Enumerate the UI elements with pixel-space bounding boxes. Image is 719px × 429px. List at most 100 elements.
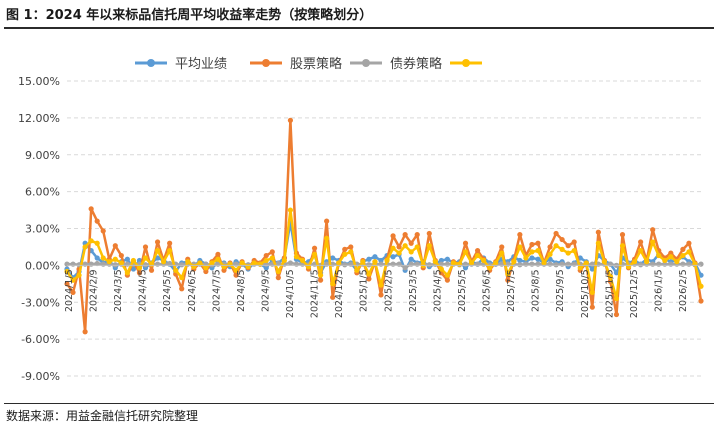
data-point-series-2 <box>330 294 336 300</box>
data-point-series-4 <box>619 243 626 249</box>
data-point-series-4 <box>324 235 330 241</box>
data-point-series-4 <box>124 270 130 276</box>
data-point-series-3 <box>668 261 674 267</box>
data-point-series-4 <box>239 260 245 266</box>
data-point-series-2 <box>378 292 384 298</box>
x-tick-label: 2024/7/5 <box>211 269 222 312</box>
data-point-series-2 <box>595 229 601 235</box>
data-point-series-2 <box>233 272 239 278</box>
data-point-series-1 <box>438 257 444 264</box>
x-tick-label: 2025/5/5 <box>457 269 468 312</box>
data-point-series-2 <box>82 329 88 335</box>
x-tick-label: 2026/2/5 <box>678 269 689 312</box>
y-tick-label: 0.00% <box>25 259 60 272</box>
data-point-series-2 <box>70 289 76 296</box>
data-point-series-4 <box>221 264 227 270</box>
data-point-series-4 <box>565 250 571 256</box>
data-point-series-3 <box>559 261 565 267</box>
data-point-series-4 <box>438 266 444 272</box>
data-point-series-2 <box>215 251 221 257</box>
data-point-series-1 <box>136 257 143 264</box>
data-point-series-3 <box>402 265 408 271</box>
data-point-series-4 <box>547 251 553 257</box>
data-point-series-3 <box>94 260 100 267</box>
data-point-series-2 <box>638 239 644 245</box>
data-point-series-1 <box>263 265 269 271</box>
data-point-series-2 <box>100 228 106 234</box>
data-point-series-4 <box>493 260 499 266</box>
data-point-series-2 <box>474 248 481 254</box>
data-point-series-3 <box>607 261 614 267</box>
x-tick-label: 2025/12/5 <box>629 269 640 318</box>
data-point-series-3 <box>547 261 553 267</box>
data-point-series-3 <box>112 262 118 268</box>
data-point-series-2 <box>444 277 450 283</box>
data-point-series-2 <box>668 250 674 256</box>
x-tick-label: 2025/1/5 <box>359 269 370 312</box>
data-point-series-2 <box>148 267 155 273</box>
data-point-series-3 <box>154 261 161 267</box>
data-point-series-4 <box>82 244 88 250</box>
data-point-series-3 <box>396 261 402 267</box>
data-point-series-3 <box>100 261 106 267</box>
x-tick-label: 2024/2/9 <box>89 269 100 312</box>
data-point-series-4 <box>318 272 324 278</box>
data-point-series-2 <box>619 232 626 238</box>
data-point-series-2 <box>263 252 269 259</box>
title-rule <box>4 27 714 29</box>
data-point-series-4 <box>432 259 438 265</box>
data-point-series-3 <box>64 261 70 267</box>
data-point-series-4 <box>64 268 70 275</box>
data-point-series-2 <box>154 239 161 245</box>
data-point-series-4 <box>402 243 408 249</box>
data-point-series-3 <box>70 261 76 267</box>
data-point-series-4 <box>215 256 221 262</box>
data-point-series-4 <box>499 250 505 256</box>
data-point-series-4 <box>106 259 112 265</box>
y-tick-label: 6.00% <box>25 186 60 199</box>
data-point-series-1 <box>408 256 414 262</box>
data-point-series-4 <box>408 249 414 255</box>
data-point-series-4 <box>88 238 94 244</box>
data-point-series-2 <box>269 249 275 255</box>
data-source-note: 数据来源：用益金融信托研究院整理 <box>6 409 199 423</box>
data-point-series-2 <box>613 311 620 318</box>
data-point-series-2 <box>535 240 541 246</box>
data-point-series-4 <box>372 259 378 265</box>
data-point-series-4 <box>541 260 547 266</box>
data-point-series-4 <box>650 239 656 245</box>
data-point-series-4 <box>662 257 668 264</box>
data-point-series-2 <box>118 252 124 259</box>
data-point-series-4 <box>535 248 541 254</box>
x-tick-label: 2025/4/5 <box>432 269 443 312</box>
data-point-series-2 <box>650 227 656 233</box>
data-point-series-4 <box>366 271 372 277</box>
data-point-series-4 <box>668 254 674 260</box>
data-point-series-1 <box>535 256 541 262</box>
data-point-series-1 <box>330 255 336 261</box>
data-point-series-3 <box>408 261 414 267</box>
data-point-series-4 <box>631 259 638 265</box>
data-point-series-4 <box>481 257 487 264</box>
data-point-series-2 <box>571 239 577 245</box>
y-tick-label: 12.00% <box>18 112 60 125</box>
data-point-series-4 <box>330 281 336 287</box>
data-point-series-3 <box>680 261 686 267</box>
data-point-series-1 <box>589 266 595 272</box>
data-point-series-3 <box>462 261 469 267</box>
x-tick-label: 2025/9/5 <box>555 269 566 312</box>
data-point-series-4 <box>197 260 203 266</box>
data-point-series-4 <box>444 272 450 278</box>
y-tick-label: 3.00% <box>25 223 60 236</box>
data-point-series-3 <box>517 262 523 268</box>
y-tick-label: -6.00% <box>21 333 60 346</box>
data-point-series-4 <box>396 250 402 256</box>
data-point-series-4 <box>342 251 348 257</box>
data-point-series-3 <box>529 261 535 267</box>
data-point-series-4 <box>142 255 149 261</box>
data-point-series-2 <box>94 218 100 224</box>
data-point-series-4 <box>656 252 662 259</box>
x-tick-label: 2024/5/5 <box>162 269 173 312</box>
data-point-series-3 <box>342 262 348 268</box>
legend-marker <box>462 59 470 67</box>
